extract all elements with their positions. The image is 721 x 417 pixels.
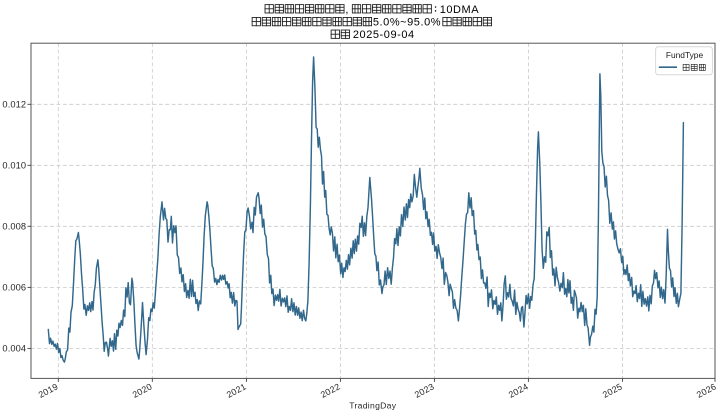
- svg-text:TradingDay: TradingDay: [349, 401, 397, 411]
- svg-text:0.010: 0.010: [2, 161, 26, 171]
- svg-text:FundType: FundType: [666, 50, 704, 60]
- svg-text:,: ,: [345, 4, 349, 16]
- svg-text:0.006: 0.006: [2, 283, 26, 293]
- svg-text:0.008: 0.008: [2, 222, 26, 232]
- svg-text:10DMA: 10DMA: [440, 4, 480, 16]
- svg-text:0.004: 0.004: [2, 344, 26, 354]
- svg-text:5.0%~95.0%: 5.0%~95.0%: [373, 17, 441, 29]
- svg-text:2025-09-04: 2025-09-04: [353, 29, 415, 41]
- svg-text:0.012: 0.012: [2, 100, 26, 110]
